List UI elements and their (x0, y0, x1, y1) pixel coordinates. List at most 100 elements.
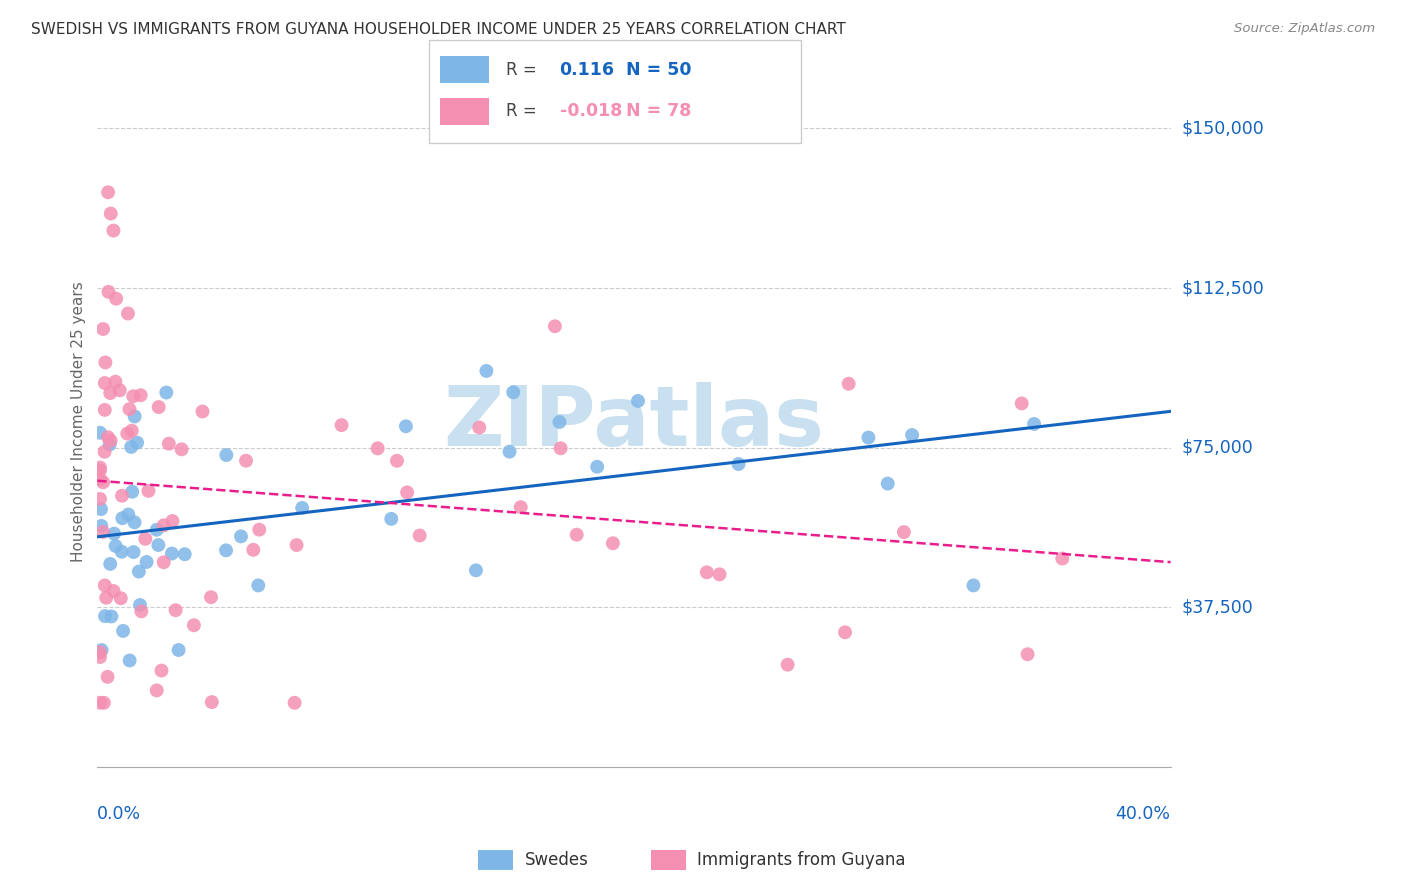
Point (148, 400, 170, 414)
Point (90, 502, 112, 516)
Text: $37,500: $37,500 (1181, 598, 1254, 616)
Point (173, 547, 195, 561)
Point (170, 442, 193, 457)
Text: $75,000: $75,000 (1181, 439, 1254, 457)
Text: -0.018: -0.018 (560, 103, 621, 120)
Point (94, 376, 117, 390)
Point (138, 483, 160, 498)
Point (89, 425, 111, 440)
Point (155, 385, 177, 400)
Point (285, 538, 308, 552)
Text: Immigrants from Guyana: Immigrants from Guyana (697, 851, 905, 869)
Point (838, 376, 860, 391)
Point (157, 436, 180, 450)
Point (89, 650, 111, 665)
Point (110, 591, 132, 606)
Point (1052, 551, 1074, 566)
Point (89, 696, 111, 710)
Point (1017, 647, 1039, 661)
Point (150, 664, 173, 678)
Point (131, 604, 153, 618)
Point (145, 523, 167, 537)
Text: R =: R = (506, 103, 543, 120)
Point (160, 547, 183, 561)
Point (122, 545, 145, 559)
Point (183, 618, 205, 632)
Point (367, 442, 389, 456)
Point (544, 319, 567, 334)
Point (90, 643, 112, 657)
Point (94, 355, 117, 369)
Point (858, 431, 880, 445)
Point (134, 532, 156, 546)
Point (94, 609, 117, 624)
Point (475, 364, 498, 378)
Point (103, 526, 125, 541)
Point (129, 388, 152, 402)
Point (200, 591, 222, 605)
Y-axis label: Householder Income Under 25 years: Householder Income Under 25 years (72, 282, 86, 562)
Point (162, 514, 184, 528)
Point (121, 424, 143, 438)
Point (96, 591, 118, 605)
Point (165, 603, 187, 617)
Point (98, 557, 121, 571)
Point (91, 475, 114, 490)
Point (395, 419, 418, 434)
Point (191, 404, 214, 418)
Point (97, 186, 120, 200)
Point (118, 653, 141, 667)
Point (97, 430, 120, 444)
Text: Swedes: Swedes (524, 851, 588, 869)
Point (121, 484, 143, 499)
Point (242, 542, 264, 557)
Text: $112,500: $112,500 (1181, 279, 1264, 297)
Point (247, 578, 270, 592)
Point (893, 524, 915, 539)
Point (385, 454, 408, 468)
Point (498, 444, 520, 458)
Point (98, 386, 121, 401)
Text: Source: ZipAtlas.com: Source: ZipAtlas.com (1234, 22, 1375, 36)
Point (145, 683, 167, 698)
Text: N = 78: N = 78 (626, 103, 690, 120)
Point (396, 485, 419, 500)
Point (502, 385, 524, 400)
Point (247, 523, 270, 537)
Point (124, 516, 146, 530)
Point (901, 428, 924, 442)
Point (409, 528, 432, 542)
Point (627, 393, 650, 408)
Point (128, 565, 150, 579)
Text: 0.116: 0.116 (560, 61, 614, 78)
Point (103, 224, 125, 238)
Point (100, 434, 122, 448)
Point (100, 206, 122, 220)
Point (548, 415, 571, 429)
Point (93, 696, 115, 710)
Point (111, 511, 134, 525)
Text: SWEDISH VS IMMIGRANTS FROM GUYANA HOUSEHOLDER INCOME UNDER 25 YEARS CORRELATION : SWEDISH VS IMMIGRANTS FROM GUYANA HOUSEH… (31, 22, 845, 37)
Text: N = 50: N = 50 (626, 61, 692, 78)
Point (834, 625, 856, 640)
Point (111, 545, 134, 559)
Point (91, 322, 114, 336)
Point (89, 491, 111, 506)
Point (167, 643, 190, 657)
Point (117, 508, 139, 522)
Point (330, 418, 353, 433)
Point (120, 440, 142, 454)
Point (127, 435, 149, 450)
Point (215, 448, 238, 462)
Point (122, 389, 145, 403)
Point (117, 306, 139, 320)
Point (602, 536, 624, 550)
Point (89, 645, 111, 659)
Point (97, 670, 120, 684)
Point (565, 527, 588, 541)
Point (93, 444, 115, 458)
Point (90, 519, 112, 533)
Point (97, 285, 120, 299)
Point (586, 459, 609, 474)
Point (91, 524, 114, 539)
